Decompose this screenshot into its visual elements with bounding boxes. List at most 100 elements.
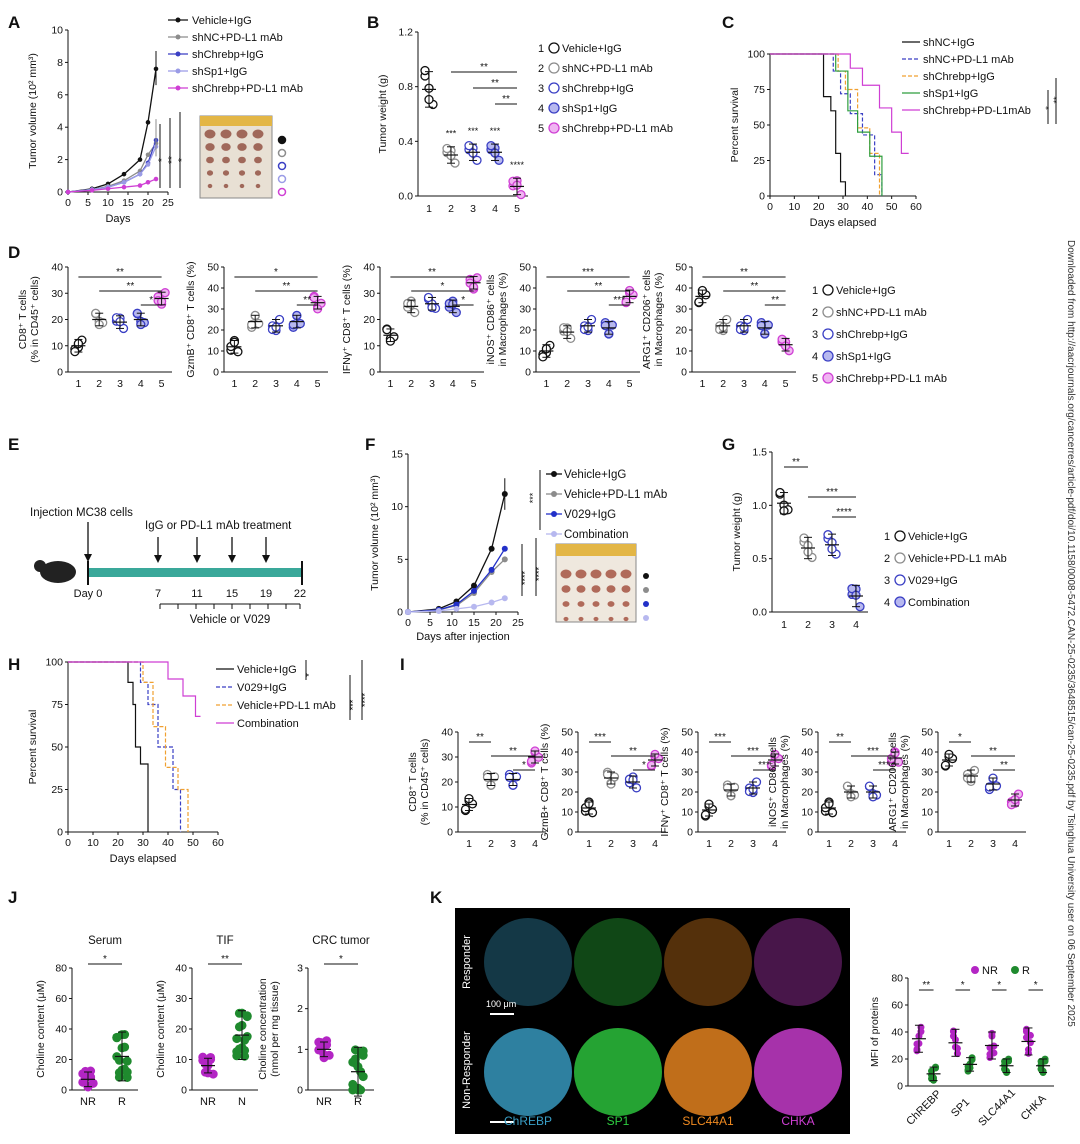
chart-D-4-ytick-label: 10 <box>675 346 687 358</box>
tumor-sample <box>223 183 229 189</box>
chart-I-1-ylabel: GzmB+ CD8⁺ T cells (%) <box>539 724 551 841</box>
chart-D-bracket-stars: * <box>149 295 153 306</box>
chart-D-dot <box>472 273 482 283</box>
tumor-photo-F-marker <box>643 587 649 593</box>
chart-I-bracket-stars: ** <box>476 732 484 743</box>
chart-D-bracket-stars: ** <box>428 267 436 278</box>
tumor-sample <box>590 569 602 579</box>
chart-J-dot <box>112 1033 122 1043</box>
chart-G-ytick-label: 0.5 <box>752 553 767 565</box>
chart-B-legend-marker <box>548 102 560 114</box>
tumor-sample <box>621 585 631 593</box>
chart-H-ytick-label: 25 <box>51 784 63 796</box>
chart-D-legend-index: 4 <box>812 351 818 363</box>
chart-D-dot <box>309 292 319 303</box>
chart-J-dot <box>242 1032 252 1042</box>
chart-A-ylabel: Tumor volume (10² mm³) <box>27 53 39 169</box>
micrograph-channel-SP1 <box>574 1028 662 1116</box>
chart-D-xtick-label: 2 <box>408 378 414 390</box>
chart-D-xtick-label: 1 <box>387 378 393 390</box>
chart-I-0-ytick-label: 20 <box>441 777 453 789</box>
chart-G-legend-index: 2 <box>884 553 890 565</box>
chart-I-0-ylabel: (% in CD45⁺ cells) <box>419 739 431 826</box>
chart-A-xlabel: Days <box>105 213 131 225</box>
chart-C-legend-label: shChrebp+PD-L1mAb <box>923 105 1031 117</box>
chart-J-0-ytick-label: 80 <box>55 963 67 975</box>
chart-D-1-ytick-label: 20 <box>207 325 219 337</box>
chart-C-survival-curve <box>770 53 909 154</box>
chart-I-4-ytick-label: 40 <box>921 747 933 759</box>
chart-I-xtick-label: 1 <box>946 838 952 850</box>
chart-C-ylabel: Percent survival <box>729 88 741 163</box>
chart-B-stars: **** <box>510 160 525 170</box>
chart-I-0-ytick-label: 30 <box>441 752 453 764</box>
chart-I-0-ytick-label: 10 <box>441 802 453 814</box>
chart-A-legend-label: shChrebp+PD-L1 mAb <box>192 83 303 95</box>
chart-I-xtick-label: 4 <box>652 838 658 850</box>
micrograph-channel-SLC44A1 <box>664 918 752 1006</box>
chart-I-xtick-label: 2 <box>608 838 614 850</box>
tumor-sample <box>560 569 572 579</box>
chart-A-xtick-label: 20 <box>142 197 154 209</box>
chart-K-legend-marker <box>971 966 979 974</box>
chart-H-xtick-label: 50 <box>187 837 199 849</box>
chart-F-series-line <box>407 493 506 613</box>
chart-D-bracket-stars: * <box>274 267 278 278</box>
chart-F-point <box>501 595 508 602</box>
chart-I-xtick-label: 2 <box>848 838 854 850</box>
chart-C-xtick-label: 40 <box>861 201 873 213</box>
chart-J-bracket-stars: * <box>339 954 343 965</box>
micrograph-row-label: Non-Responder <box>461 1031 473 1109</box>
chart-I-xtick-label: 3 <box>990 838 996 850</box>
panel-label-J: J <box>8 888 17 907</box>
chart-A-legend-marker <box>175 34 181 40</box>
chart-I-dot <box>460 804 471 815</box>
chart-B-legend-marker <box>548 122 560 134</box>
chart-B-bracket-stars: ** <box>502 94 510 105</box>
panel-label-I: I <box>400 655 405 674</box>
chart-A-xtick-label: 5 <box>85 197 91 209</box>
chart-K-ylabel: MFI of proteins <box>869 997 881 1067</box>
chart-A-point <box>121 184 127 190</box>
injection-arrowhead <box>84 554 92 562</box>
chart-F-legend-label: Vehicle+PD-L1 mAb <box>564 489 667 501</box>
chart-C-ytick-label: 75 <box>753 84 765 96</box>
chart-D-xtick-label: 2 <box>252 378 258 390</box>
chart-K-ytick-label: 40 <box>891 1027 903 1039</box>
chart-D-bracket-stars: *** <box>613 295 625 306</box>
chart-F-point <box>471 603 477 610</box>
chart-B-bracket-stars: ** <box>480 62 488 73</box>
panel-label-B: B <box>367 13 379 32</box>
chart-I-bracket-stars: * <box>958 732 962 743</box>
chart-F-legend-label: Vehicle+IgG <box>564 469 626 481</box>
chart-J-xtick-label: NR <box>200 1096 216 1108</box>
chart-D-2-ytick-label: 10 <box>363 340 375 352</box>
chart-D-dot <box>233 347 243 357</box>
chart-I-3-ytick-label: 30 <box>801 767 813 779</box>
chart-D-bracket-stars: ** <box>740 267 748 278</box>
chart-G-legend-label: V029+IgG <box>908 575 958 587</box>
chart-I-xtick-label: 4 <box>532 838 538 850</box>
chart-D-xtick-label: 4 <box>606 378 612 390</box>
chart-B-dot <box>464 141 474 151</box>
chart-H-legend-label: Vehicle+PD-L1 mAb <box>237 700 336 712</box>
chart-K-legend-marker <box>1011 966 1019 974</box>
chart-J-bracket-stars: * <box>103 954 107 965</box>
tumor-sample <box>578 616 584 622</box>
chart-I-dot <box>504 772 515 782</box>
chart-I-bracket-stars: * <box>642 760 646 771</box>
chart-J-2-ytick-label: 1 <box>297 1044 303 1056</box>
chart-D-legend-index: 1 <box>812 285 818 297</box>
chart-A-sig-stars: * <box>177 158 188 162</box>
chart-I-bracket-stars: *** <box>758 760 770 771</box>
chart-D-3-ytick-label: 40 <box>519 283 531 295</box>
chart-G-ytick-label: 0.0 <box>752 607 767 619</box>
chart-K-legend-label: R <box>1022 965 1030 977</box>
chart-B-ytick-label: 0.4 <box>398 136 413 148</box>
chart-J-2-ylabel: (nmol per mg tissue) <box>269 981 281 1077</box>
chart-K-ytick-label: 60 <box>891 1000 903 1012</box>
micrograph-channel-ChREBP <box>484 1028 572 1116</box>
mouse-icon <box>40 561 76 583</box>
chart-I-bracket-stars: *** <box>747 746 759 757</box>
